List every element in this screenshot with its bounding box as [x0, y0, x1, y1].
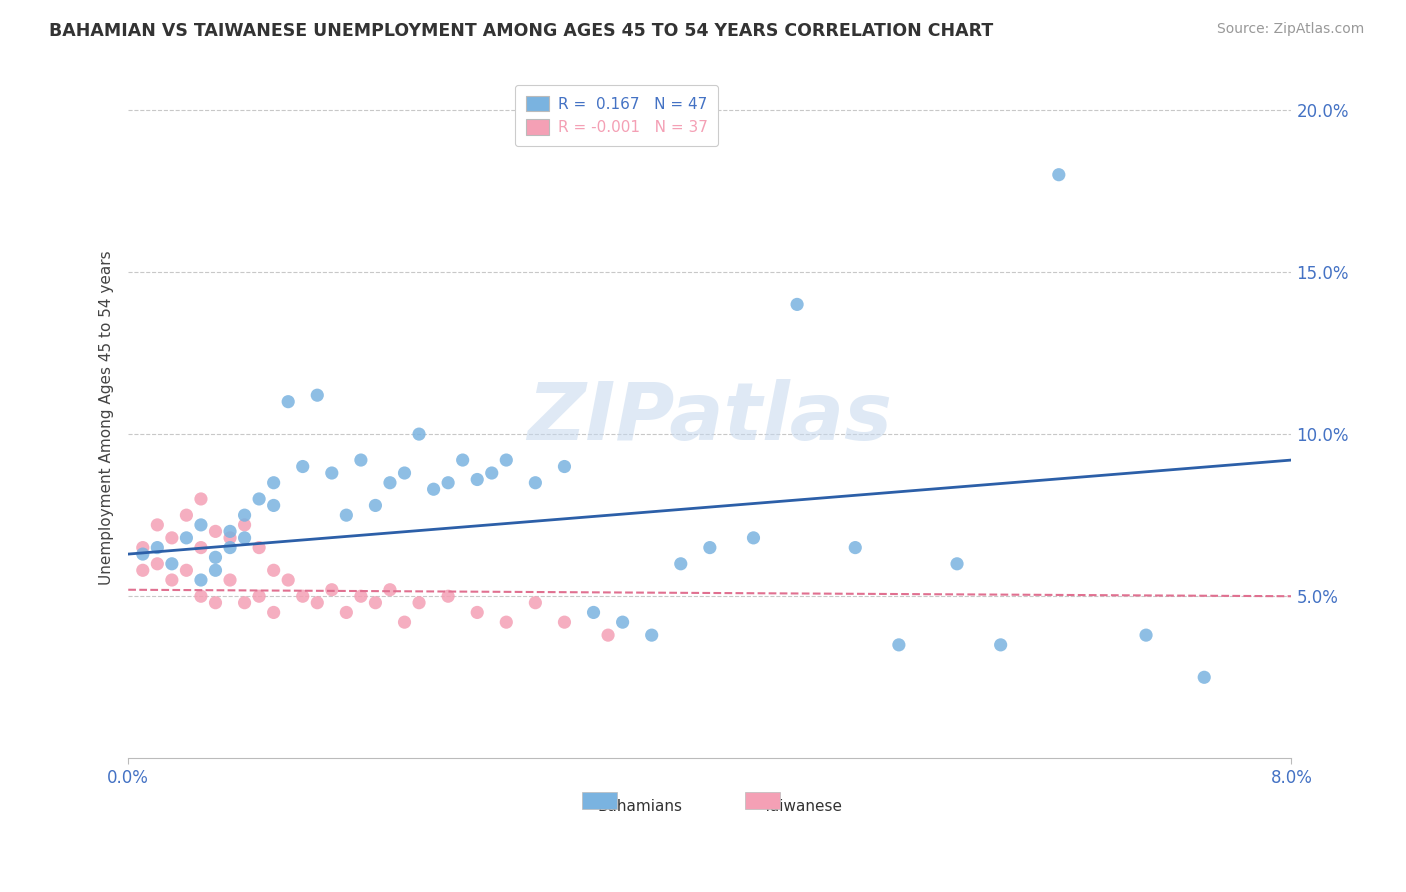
Point: [233, 531, 256, 545]
Point: [1047, 168, 1070, 182]
Point: [247, 491, 270, 506]
Point: [437, 589, 460, 603]
Point: [350, 453, 373, 467]
Point: [1192, 670, 1215, 684]
Point: [307, 388, 329, 402]
Text: BAHAMIAN VS TAIWANESE UNEMPLOYMENT AMONG AGES 45 TO 54 YEARS CORRELATION CHART: BAHAMIAN VS TAIWANESE UNEMPLOYMENT AMONG…: [49, 22, 994, 40]
Point: [553, 459, 575, 474]
Text: Bahamians: Bahamians: [598, 799, 682, 814]
Point: [190, 491, 212, 506]
Point: [219, 531, 242, 545]
Point: [335, 606, 357, 620]
Point: [160, 573, 183, 587]
Point: [742, 531, 765, 545]
Point: [176, 531, 198, 545]
Point: [335, 508, 357, 523]
Point: [465, 606, 488, 620]
Point: [553, 615, 575, 629]
Point: [190, 541, 212, 555]
Point: [408, 427, 430, 442]
Point: [277, 394, 299, 409]
Point: [247, 589, 270, 603]
Point: [582, 606, 605, 620]
Point: [132, 541, 155, 555]
Point: [291, 589, 314, 603]
Point: [190, 589, 212, 603]
Point: [219, 573, 242, 587]
Point: [378, 582, 401, 597]
FancyBboxPatch shape: [582, 792, 617, 809]
Point: [176, 508, 198, 523]
Point: [132, 547, 155, 561]
Point: [204, 524, 226, 539]
Point: [160, 557, 183, 571]
Point: [176, 563, 198, 577]
Point: [233, 508, 256, 523]
Point: [146, 541, 169, 555]
Point: [1135, 628, 1157, 642]
Point: [263, 563, 285, 577]
Point: [364, 499, 387, 513]
Point: [263, 475, 285, 490]
Point: [321, 582, 343, 597]
Text: Taiwanese: Taiwanese: [763, 799, 842, 814]
Point: [204, 550, 226, 565]
Point: [277, 573, 299, 587]
Point: [437, 475, 460, 490]
FancyBboxPatch shape: [745, 792, 780, 809]
Point: [669, 557, 692, 571]
Point: [946, 557, 969, 571]
Point: [321, 466, 343, 480]
Point: [394, 466, 416, 480]
Point: [990, 638, 1012, 652]
Point: [524, 596, 547, 610]
Point: [786, 297, 808, 311]
Point: [887, 638, 910, 652]
Point: [641, 628, 664, 642]
Point: [204, 563, 226, 577]
Point: [146, 557, 169, 571]
Y-axis label: Unemployment Among Ages 45 to 54 years: Unemployment Among Ages 45 to 54 years: [100, 251, 114, 585]
Point: [263, 606, 285, 620]
Point: [190, 573, 212, 587]
Point: [451, 453, 474, 467]
Point: [219, 524, 242, 539]
Point: [699, 541, 721, 555]
Point: [422, 482, 444, 496]
Point: [307, 596, 329, 610]
Legend: R =  0.167   N = 47, R = -0.001   N = 37: R = 0.167 N = 47, R = -0.001 N = 37: [515, 85, 718, 146]
Point: [219, 541, 242, 555]
Text: Source: ZipAtlas.com: Source: ZipAtlas.com: [1216, 22, 1364, 37]
Point: [524, 475, 547, 490]
Text: ZIPatlas: ZIPatlas: [527, 379, 893, 457]
Point: [233, 596, 256, 610]
Point: [160, 531, 183, 545]
Point: [146, 517, 169, 532]
Point: [495, 453, 517, 467]
Point: [378, 475, 401, 490]
Point: [350, 589, 373, 603]
Point: [132, 563, 155, 577]
Point: [481, 466, 503, 480]
Point: [247, 541, 270, 555]
Point: [233, 517, 256, 532]
Point: [596, 628, 619, 642]
Point: [394, 615, 416, 629]
Point: [465, 473, 488, 487]
Point: [263, 499, 285, 513]
Point: [612, 615, 634, 629]
Point: [495, 615, 517, 629]
Point: [844, 541, 866, 555]
Point: [204, 596, 226, 610]
Point: [190, 517, 212, 532]
Point: [408, 596, 430, 610]
Point: [291, 459, 314, 474]
Point: [364, 596, 387, 610]
